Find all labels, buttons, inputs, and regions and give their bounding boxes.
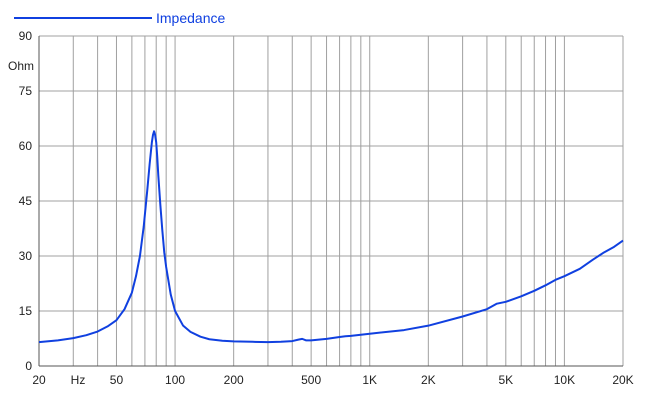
y-tick-label-90: 90 [19, 29, 33, 43]
y-axis-unit-label: Ohm [8, 59, 34, 73]
x-tick-label-2K: 2K [421, 373, 436, 387]
legend-label-impedance: Impedance [156, 10, 225, 26]
y-tick-label-45: 45 [19, 194, 33, 208]
y-tick-label-0: 0 [25, 359, 32, 373]
x-tick-label-20: 20 [32, 373, 46, 387]
x-tick-labels: 20 50 100 200 500 1K 2K 5K 10K 20K [32, 373, 633, 387]
series-line-impedance [38, 130, 624, 344]
y-tick-label-60: 60 [19, 139, 33, 153]
y-tick-label-15: 15 [19, 304, 33, 318]
x-tick-label-20K: 20K [612, 373, 633, 387]
grid-lines [38, 35, 624, 367]
x-tick-label-200: 200 [224, 373, 244, 387]
x-tick-label-100: 100 [165, 373, 185, 387]
y-tick-labels: 0 15 30 45 60 75 90 [19, 29, 33, 373]
axes [38, 36, 623, 367]
y-tick-label-75: 75 [19, 84, 33, 98]
x-tick-label-500: 500 [301, 373, 321, 387]
x-tick-label-10K: 10K [554, 373, 575, 387]
x-tick-label-50: 50 [110, 373, 124, 387]
x-axis-unit-label: Hz [71, 373, 86, 387]
series-layer [38, 130, 624, 344]
x-tick-label-1K: 1K [362, 373, 377, 387]
y-tick-label-30: 30 [19, 249, 33, 263]
legend: Impedance [14, 10, 225, 26]
x-tick-label-5K: 5K [498, 373, 513, 387]
